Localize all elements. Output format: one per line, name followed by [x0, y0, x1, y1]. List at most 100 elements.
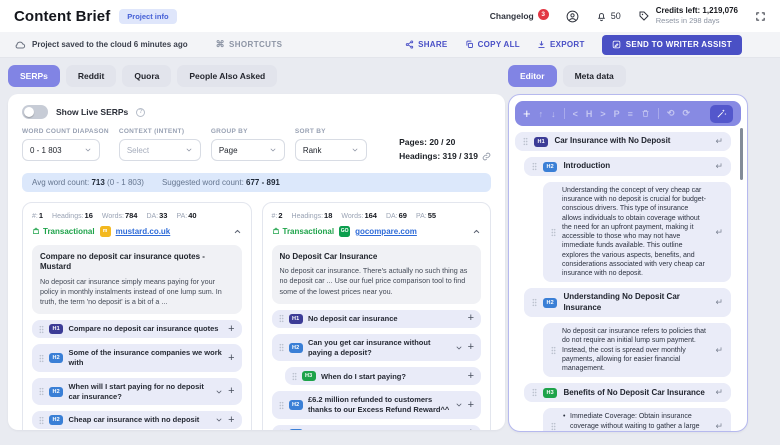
add-heading-icon[interactable]: +: [228, 351, 235, 364]
chevron-up-icon[interactable]: [233, 227, 242, 236]
toolbar-separator: [563, 108, 565, 119]
serp-heading-row[interactable]: H1 Compare no deposit car insurance quot…: [32, 320, 242, 339]
drag-handle-icon[interactable]: [279, 343, 284, 352]
editor-paragraph-row[interactable]: Understanding the concept of very cheap …: [543, 182, 731, 283]
drag-handle-icon[interactable]: [39, 416, 44, 425]
help-icon[interactable]: ?: [136, 107, 146, 117]
drag-handle-icon[interactable]: [39, 325, 44, 334]
domain-link[interactable]: gocompare.com: [355, 226, 417, 236]
serp-heading-row[interactable]: H2 Some of the insurance companies we wo…: [32, 344, 242, 372]
chevron-left-button[interactable]: <: [572, 108, 578, 119]
chevron-down-icon[interactable]: [215, 416, 223, 424]
paragraph-button[interactable]: P: [613, 108, 620, 119]
drag-handle-icon[interactable]: [551, 422, 556, 431]
pages-counter: Pages: 20 / 20: [399, 137, 456, 147]
intent-badge: Transactional: [272, 227, 334, 236]
project-info-badge[interactable]: Project info: [119, 8, 177, 24]
editor-content: H1 Car Insurance with No Deposit ↵ H2 Int…: [515, 132, 741, 431]
editor-heading-row[interactable]: H2 Understanding No Deposit Car Insuranc…: [524, 288, 731, 318]
tab-people-also-asked[interactable]: People Also Asked: [177, 65, 278, 87]
tab-meta-data[interactable]: Meta data: [562, 65, 626, 87]
magic-wand-button[interactable]: [710, 104, 733, 123]
heading-text: When will I start paying for no deposit …: [68, 381, 204, 401]
filter-select[interactable]: Page: [210, 139, 285, 161]
trash-button[interactable]: [641, 109, 650, 118]
add-heading-icon[interactable]: +: [467, 369, 474, 382]
main-area: SERPs Reddit Quora People Also Asked Show L…: [0, 58, 780, 432]
show-live-serps-toggle[interactable]: [22, 105, 48, 119]
changelog-button[interactable]: Changelog 3: [490, 8, 549, 22]
shortcuts-button[interactable]: ⌘ SHORTCUTS: [216, 39, 283, 50]
chevron-right-button[interactable]: >: [600, 108, 606, 119]
serp-heading-row[interactable]: H3 When do I start paying? +: [284, 367, 481, 386]
drag-handle-icon[interactable]: [551, 346, 556, 355]
tab-serps[interactable]: SERPs: [8, 65, 60, 87]
header: Content Brief Project info Changelog 3 5…: [0, 0, 780, 32]
serp-heading-row[interactable]: H2 Cheap car insurance with no deposit +: [32, 411, 242, 430]
chevron-down-icon[interactable]: [455, 401, 463, 409]
redo-button[interactable]: ⟳: [682, 108, 690, 118]
drag-handle-icon[interactable]: [279, 314, 284, 323]
drag-handle-icon[interactable]: [39, 387, 44, 396]
add-heading-icon[interactable]: +: [228, 413, 235, 426]
send-to-writer-assist-button[interactable]: SEND TO WRITER ASSIST: [601, 34, 742, 55]
drag-handle-icon[interactable]: [523, 137, 528, 146]
drag-handle-icon[interactable]: [532, 388, 537, 397]
filter-select[interactable]: 0 - 1 803: [22, 139, 100, 161]
serp-heading-row[interactable]: H2 £6.2 million refunded to customers th…: [271, 391, 481, 419]
copy-all-button[interactable]: COPY ALL: [465, 40, 520, 49]
add-heading-icon[interactable]: +: [228, 385, 235, 398]
tab-quora[interactable]: Quora: [122, 65, 172, 87]
serp-heading-row[interactable]: H2 When will I start paying for no depos…: [32, 377, 242, 406]
heading-tag-badge: H2: [288, 428, 303, 430]
add-heading-icon[interactable]: +: [467, 398, 474, 411]
editor-heading-row[interactable]: H3 Benefits of No Deposit Car Insurance ↵: [524, 383, 731, 403]
fullscreen-button[interactable]: [755, 11, 766, 22]
share-button[interactable]: SHARE: [405, 40, 448, 49]
drag-handle-icon[interactable]: [279, 429, 284, 430]
serp-heading-row[interactable]: H1 No deposit car insurance +: [271, 309, 481, 328]
filter-select[interactable]: Rank: [294, 139, 367, 161]
heading-tag-badge: H2: [49, 386, 64, 397]
export-button[interactable]: EXPORT: [537, 40, 585, 49]
editor-heading-row[interactable]: H1 Car Insurance with No Deposit ↵: [515, 132, 731, 151]
card-stat: PA:40: [176, 210, 197, 220]
notifications-button[interactable]: 50: [596, 11, 621, 22]
account-button[interactable]: [566, 10, 579, 23]
chevron-down-icon[interactable]: [455, 344, 463, 352]
undo-button[interactable]: ⟲: [666, 108, 675, 118]
serp-heading-row[interactable]: H2 Paying annually +: [271, 424, 481, 430]
editor-paragraph-row[interactable]: No deposit car insurance refers to polic…: [543, 323, 731, 378]
card-stats: #:2 Headings:18 Words:164 DA:69 PA:55: [272, 211, 482, 220]
card-stat: PA:55: [415, 210, 437, 220]
chevron-down-icon[interactable]: [215, 388, 223, 396]
move-up-button[interactable]: ↑: [538, 108, 544, 119]
move-down-button[interactable]: ↓: [551, 108, 556, 119]
add-heading-icon[interactable]: +: [468, 428, 474, 430]
drag-handle-icon[interactable]: [532, 162, 537, 171]
chevron-up-icon[interactable]: [472, 227, 481, 236]
tab-reddit[interactable]: Reddit: [65, 65, 117, 87]
drag-handle-icon[interactable]: [39, 354, 44, 363]
editor-heading-row[interactable]: H2 Introduction ↵: [524, 157, 731, 176]
drag-handle-icon[interactable]: [532, 298, 537, 307]
add-button[interactable]: +: [523, 106, 531, 121]
shopping-bag-icon: [272, 228, 279, 235]
drag-handle-icon[interactable]: [292, 372, 297, 381]
trash-icon[interactable]: [641, 109, 650, 118]
editor-scrollbar[interactable]: [739, 128, 743, 180]
filter-select[interactable]: Select: [118, 139, 201, 161]
tab-editor[interactable]: Editor: [508, 65, 557, 87]
editor-bullet-row[interactable]: Immediate Coverage: Obtain insurance cov…: [543, 408, 731, 431]
add-heading-icon[interactable]: +: [228, 322, 235, 335]
link-icon[interactable]: [482, 152, 491, 161]
drag-handle-icon[interactable]: [551, 228, 556, 237]
drag-handle-icon[interactable]: [279, 401, 284, 410]
heading-text: Can you get car insurance without paying…: [307, 337, 431, 357]
serp-heading-row[interactable]: H2 Can you get car insurance without pay…: [271, 333, 481, 362]
heading-button[interactable]: H: [585, 108, 593, 119]
domain-link[interactable]: mustard.co.uk: [115, 226, 171, 236]
list-button[interactable]: ≡: [627, 108, 633, 119]
add-heading-icon[interactable]: +: [467, 312, 474, 325]
add-heading-icon[interactable]: +: [467, 341, 474, 354]
